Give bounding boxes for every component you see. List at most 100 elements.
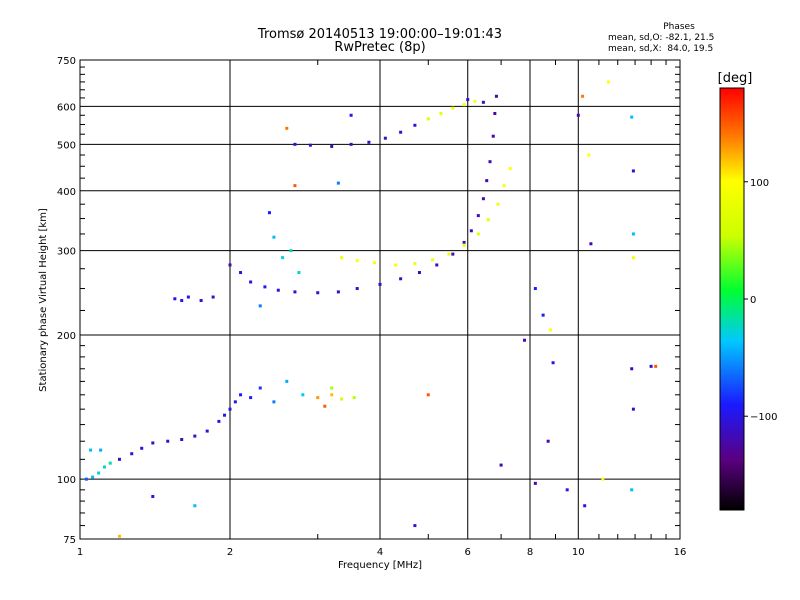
data-point (267, 211, 271, 215)
y-axis-label: Stationary phase Virtual Height [km] (38, 208, 49, 392)
data-point (239, 393, 243, 397)
x-tick-label: 1 (77, 547, 83, 558)
data-point (631, 232, 635, 236)
data-point (258, 386, 262, 390)
phase-stats: Phases mean, sd,O: -82.1, 21.5 mean, sd,… (580, 22, 718, 55)
data-point (151, 494, 155, 498)
data-point (654, 364, 658, 368)
data-point (355, 259, 359, 263)
data-point (199, 299, 203, 303)
data-point (228, 263, 232, 267)
y-tick-label: 100 (57, 475, 76, 486)
data-point (217, 419, 221, 423)
colorbar-tick-label: 0 (750, 295, 756, 306)
data-point (476, 232, 480, 236)
data-point (630, 367, 634, 371)
data-point (631, 169, 635, 173)
data-point (316, 396, 320, 400)
data-point (330, 393, 334, 397)
data-point (589, 242, 593, 246)
data-point (533, 481, 537, 485)
x-tick-label: 10 (572, 547, 585, 558)
data-point (323, 404, 327, 408)
y-tick-label: 500 (57, 140, 76, 151)
data-point (546, 439, 550, 443)
data-point (84, 477, 88, 481)
data-point (508, 167, 512, 171)
data-point (493, 111, 497, 115)
data-point (447, 252, 451, 256)
data-point (499, 463, 503, 467)
data-point (630, 115, 634, 119)
data-point (649, 364, 653, 368)
colorbar (719, 87, 745, 511)
data-point (193, 504, 197, 508)
data-point (108, 461, 112, 465)
data-point (523, 338, 527, 342)
y-tick-label: 400 (57, 187, 76, 198)
colorbar-ticks: 100 0 −100 (744, 178, 777, 423)
data-point (316, 291, 320, 295)
data-point (383, 136, 387, 140)
data-point (308, 143, 312, 147)
data-point (223, 413, 227, 417)
data-point (330, 386, 334, 390)
data-point (451, 106, 455, 110)
data-point (97, 471, 101, 475)
data-point (281, 256, 285, 260)
axis-ticks: 1 2 4 6 8 10 16 75 100 200 300 400 500 600 750 (57, 56, 686, 558)
data-point (336, 181, 340, 185)
data-point (435, 263, 439, 267)
data-point (263, 285, 267, 289)
data-point (297, 271, 301, 275)
data-point (426, 393, 430, 397)
phase-stats-x: mean, sd,X: 84.0, 19.5 (608, 44, 714, 54)
x-tick-label: 4 (377, 547, 383, 558)
data-point (180, 438, 184, 442)
data-point (193, 434, 197, 438)
data-point (630, 488, 634, 492)
data-point (349, 142, 353, 146)
data-point (276, 288, 280, 292)
data-point (462, 103, 466, 107)
data-point (426, 117, 430, 121)
data-point (272, 400, 276, 404)
data-point (258, 304, 262, 308)
x-tick-label: 16 (674, 547, 687, 558)
data-point (233, 400, 237, 404)
data-point (413, 123, 417, 127)
data-point (151, 441, 155, 445)
y-tick-label: 600 (57, 102, 76, 113)
data-point (130, 452, 134, 456)
data-point (631, 407, 635, 411)
data-point (285, 379, 289, 383)
data-point (462, 243, 466, 247)
data-point (272, 235, 276, 239)
data-point (488, 160, 492, 164)
data-point (413, 261, 417, 265)
data-point (476, 214, 480, 218)
data-point (289, 249, 293, 253)
data-point (301, 393, 305, 397)
data-point (583, 504, 587, 508)
y-tick-label: 75 (63, 535, 76, 546)
data-point (352, 396, 356, 400)
data-point (587, 153, 591, 157)
data-point (565, 488, 569, 492)
y-tick-label: 750 (57, 56, 76, 67)
page-subtitle: RwPretec (8p) (334, 40, 426, 55)
data-point (431, 258, 435, 262)
data-point (473, 99, 477, 103)
data-point (486, 218, 490, 222)
data-point (99, 448, 103, 452)
data-point (180, 299, 184, 303)
page-title: Tromsø 20140513 19:00:00–19:01:43 (257, 27, 503, 42)
data-point (494, 94, 498, 98)
data-point (601, 477, 605, 481)
data-point (502, 184, 506, 188)
data-point (117, 457, 121, 461)
data-point (166, 439, 170, 443)
data-point (373, 261, 377, 265)
data-point (466, 98, 470, 102)
